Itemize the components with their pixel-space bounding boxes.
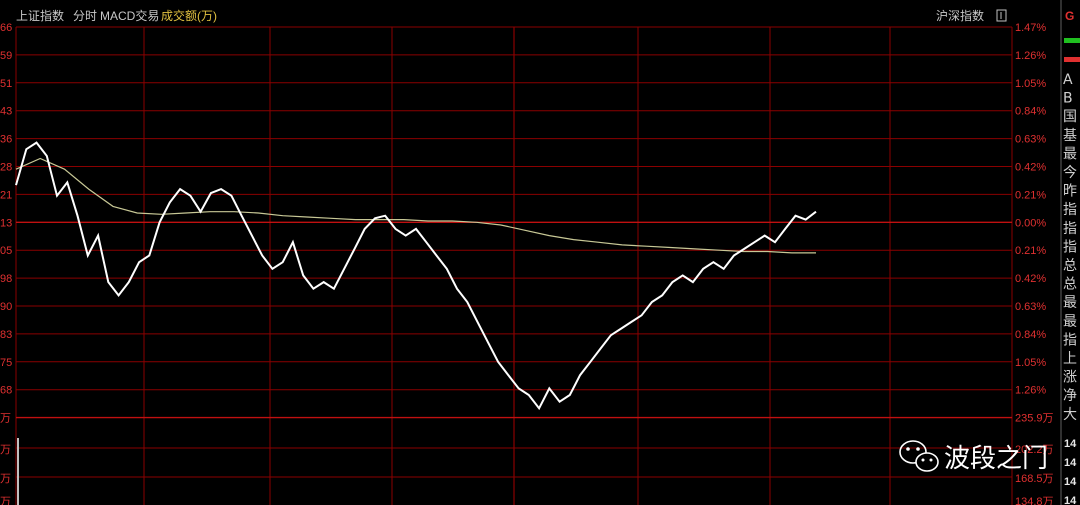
- right-tick-label: 0.21%: [1015, 245, 1046, 257]
- index-selector-label[interactable]: 沪深指数: [936, 8, 984, 23]
- sidebar-label: 基: [1063, 127, 1077, 144]
- sidebar-top-letter: G: [1065, 9, 1074, 23]
- volume-right-tick-label: 202.2万: [1015, 444, 1054, 456]
- sidebar-label: 净: [1063, 388, 1077, 404]
- sidebar-label: 大: [1063, 407, 1077, 423]
- left-tick-label: 43: [0, 106, 12, 118]
- rise-indicator: [1064, 38, 1080, 43]
- tab-intraday[interactable]: 分时: [73, 9, 97, 23]
- left-tick-label: 68: [0, 385, 12, 397]
- right-tick-label: 0.42%: [1015, 162, 1046, 174]
- right-tick-label: 235.9万: [1015, 413, 1054, 425]
- right-tick-label: 0.63%: [1015, 134, 1046, 146]
- left-tick-label: 28: [0, 162, 12, 174]
- right-tick-label: 1.05%: [1015, 357, 1046, 369]
- tab-macd[interactable]: MACD交易: [100, 8, 159, 23]
- right-tick-label: 1.26%: [1015, 385, 1046, 397]
- sidebar-number-list: 14 14 14 14: [1064, 438, 1077, 505]
- left-tick-label: 90: [0, 301, 12, 313]
- right-tick-label: 0.84%: [1015, 329, 1046, 341]
- sidebar-label: 指: [1063, 202, 1077, 218]
- right-tick-label: 0.84%: [1015, 106, 1046, 118]
- left-tick-label: 21: [0, 189, 12, 201]
- volume-right-tick-label: 134.8万: [1015, 496, 1054, 505]
- sidebar-label: 指: [1063, 221, 1077, 237]
- right-tick-label: 0.42%: [1015, 273, 1046, 285]
- price-line: [15, 141, 817, 411]
- sidebar-label: A: [1063, 72, 1073, 88]
- left-tick-label: 98: [0, 273, 12, 285]
- sidebar-label: 最: [1063, 146, 1077, 162]
- right-tick-label: 1.05%: [1015, 78, 1046, 90]
- left-tick-label: 51: [0, 78, 12, 90]
- right-axis-ticks: 1.47% 1.26% 1.05% 0.84% 0.63% 0.42% 0.21% 0.00%…: [1015, 22, 1054, 505]
- left-tick-label: 万: [0, 413, 11, 425]
- sidebar-label: 最: [1063, 314, 1077, 330]
- sidebar-number: 14: [1064, 438, 1077, 450]
- right-tick-label: 0.63%: [1015, 301, 1046, 313]
- sidebar-label: 上: [1063, 351, 1077, 367]
- watermark: 波段之门: [899, 440, 1048, 474]
- sidebar-number: 14: [1064, 495, 1077, 505]
- left-tick-label: 83: [0, 329, 12, 341]
- left-tick-label: 66: [0, 22, 12, 34]
- sidebar-number: 14: [1064, 457, 1077, 469]
- sidebar-label: 指: [1063, 239, 1077, 255]
- left-tick-label: 75: [0, 357, 12, 369]
- sidebar-label: 指: [1063, 332, 1077, 348]
- right-tick-label: 1.47%: [1015, 22, 1046, 34]
- header-bar: 上证指数 分时 MACD交易 成交额(万) 沪深指数: [16, 8, 1007, 23]
- average-price-line: [15, 157, 816, 254]
- left-tick-label: 59: [0, 50, 12, 62]
- wechat-icon: [899, 440, 939, 472]
- fall-indicator: [1064, 57, 1080, 62]
- index-name-label: 上证指数: [16, 8, 64, 23]
- left-tick-label: 36: [0, 134, 12, 146]
- tab-volume[interactable]: 成交额(万): [161, 8, 217, 23]
- sidebar-label: 昨: [1063, 184, 1077, 200]
- right-tick-label: 1.26%: [1015, 50, 1046, 62]
- sidebar-label: 涨: [1063, 370, 1077, 386]
- sidebar-label: 国: [1063, 109, 1077, 125]
- left-tick-label: 05: [0, 245, 12, 257]
- volume-bar: [17, 438, 19, 505]
- volume-left-tick-label: 万: [0, 444, 11, 456]
- chart-grid: [15, 26, 1013, 505]
- right-tick-label: 0.00%: [1015, 217, 1046, 229]
- volume-left-tick-label: 万: [0, 496, 11, 505]
- sidebar-label: 今: [1063, 165, 1077, 181]
- sidebar-label: 总: [1063, 277, 1077, 293]
- volume-right-tick-label: 168.5万: [1015, 473, 1054, 485]
- sidebar-number: 14: [1064, 476, 1077, 488]
- left-tick-label: 13: [0, 217, 12, 229]
- watermark-text: 波段之门: [944, 444, 1048, 474]
- sidebar-label: 总: [1063, 258, 1077, 274]
- right-tick-label: 0.21%: [1015, 189, 1046, 201]
- square-icon[interactable]: [996, 9, 1007, 22]
- sidebar-label: B: [1063, 91, 1073, 107]
- volume-left-tick-label: 万: [0, 473, 11, 485]
- sidebar-label: 最: [1063, 295, 1077, 311]
